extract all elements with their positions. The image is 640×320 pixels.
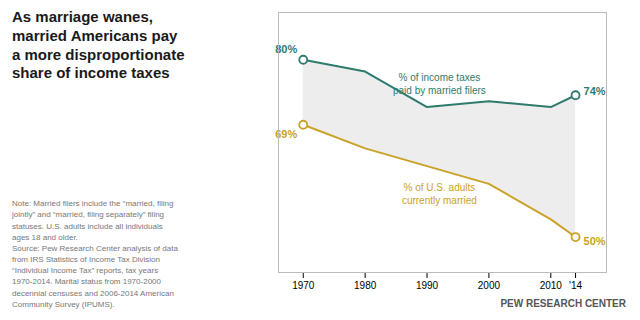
svg-text:74%: 74% bbox=[584, 85, 606, 97]
svg-text:1990: 1990 bbox=[416, 280, 439, 291]
svg-text:69%: 69% bbox=[275, 128, 298, 141]
svg-text:% of income taxespaid by marri: % of income taxespaid by married filers bbox=[393, 72, 486, 96]
svg-text:80%: 80% bbox=[275, 43, 298, 56]
html-text:As marriage wanes, married Ame: As marriage wanes, married Americans pay… bbox=[12, 8, 185, 82]
svg-text:1970: 1970 bbox=[292, 280, 315, 291]
html-text:PEW RESEARCH CENTER: PEW RESEARCH CENTER bbox=[500, 298, 626, 309]
svg-text:2000: 2000 bbox=[478, 280, 501, 291]
svg-text:% of U.S. adultscurrently marr: % of U.S. adultscurrently married bbox=[402, 182, 477, 206]
svg-text:1980: 1980 bbox=[354, 280, 377, 291]
svg-text:'14: '14 bbox=[569, 280, 582, 291]
svg-text:2010: 2010 bbox=[540, 280, 563, 291]
svg-text:50%: 50% bbox=[584, 235, 606, 247]
html-text:Note: Married filers include t: Note: Married filers include the “marrie… bbox=[12, 199, 178, 309]
